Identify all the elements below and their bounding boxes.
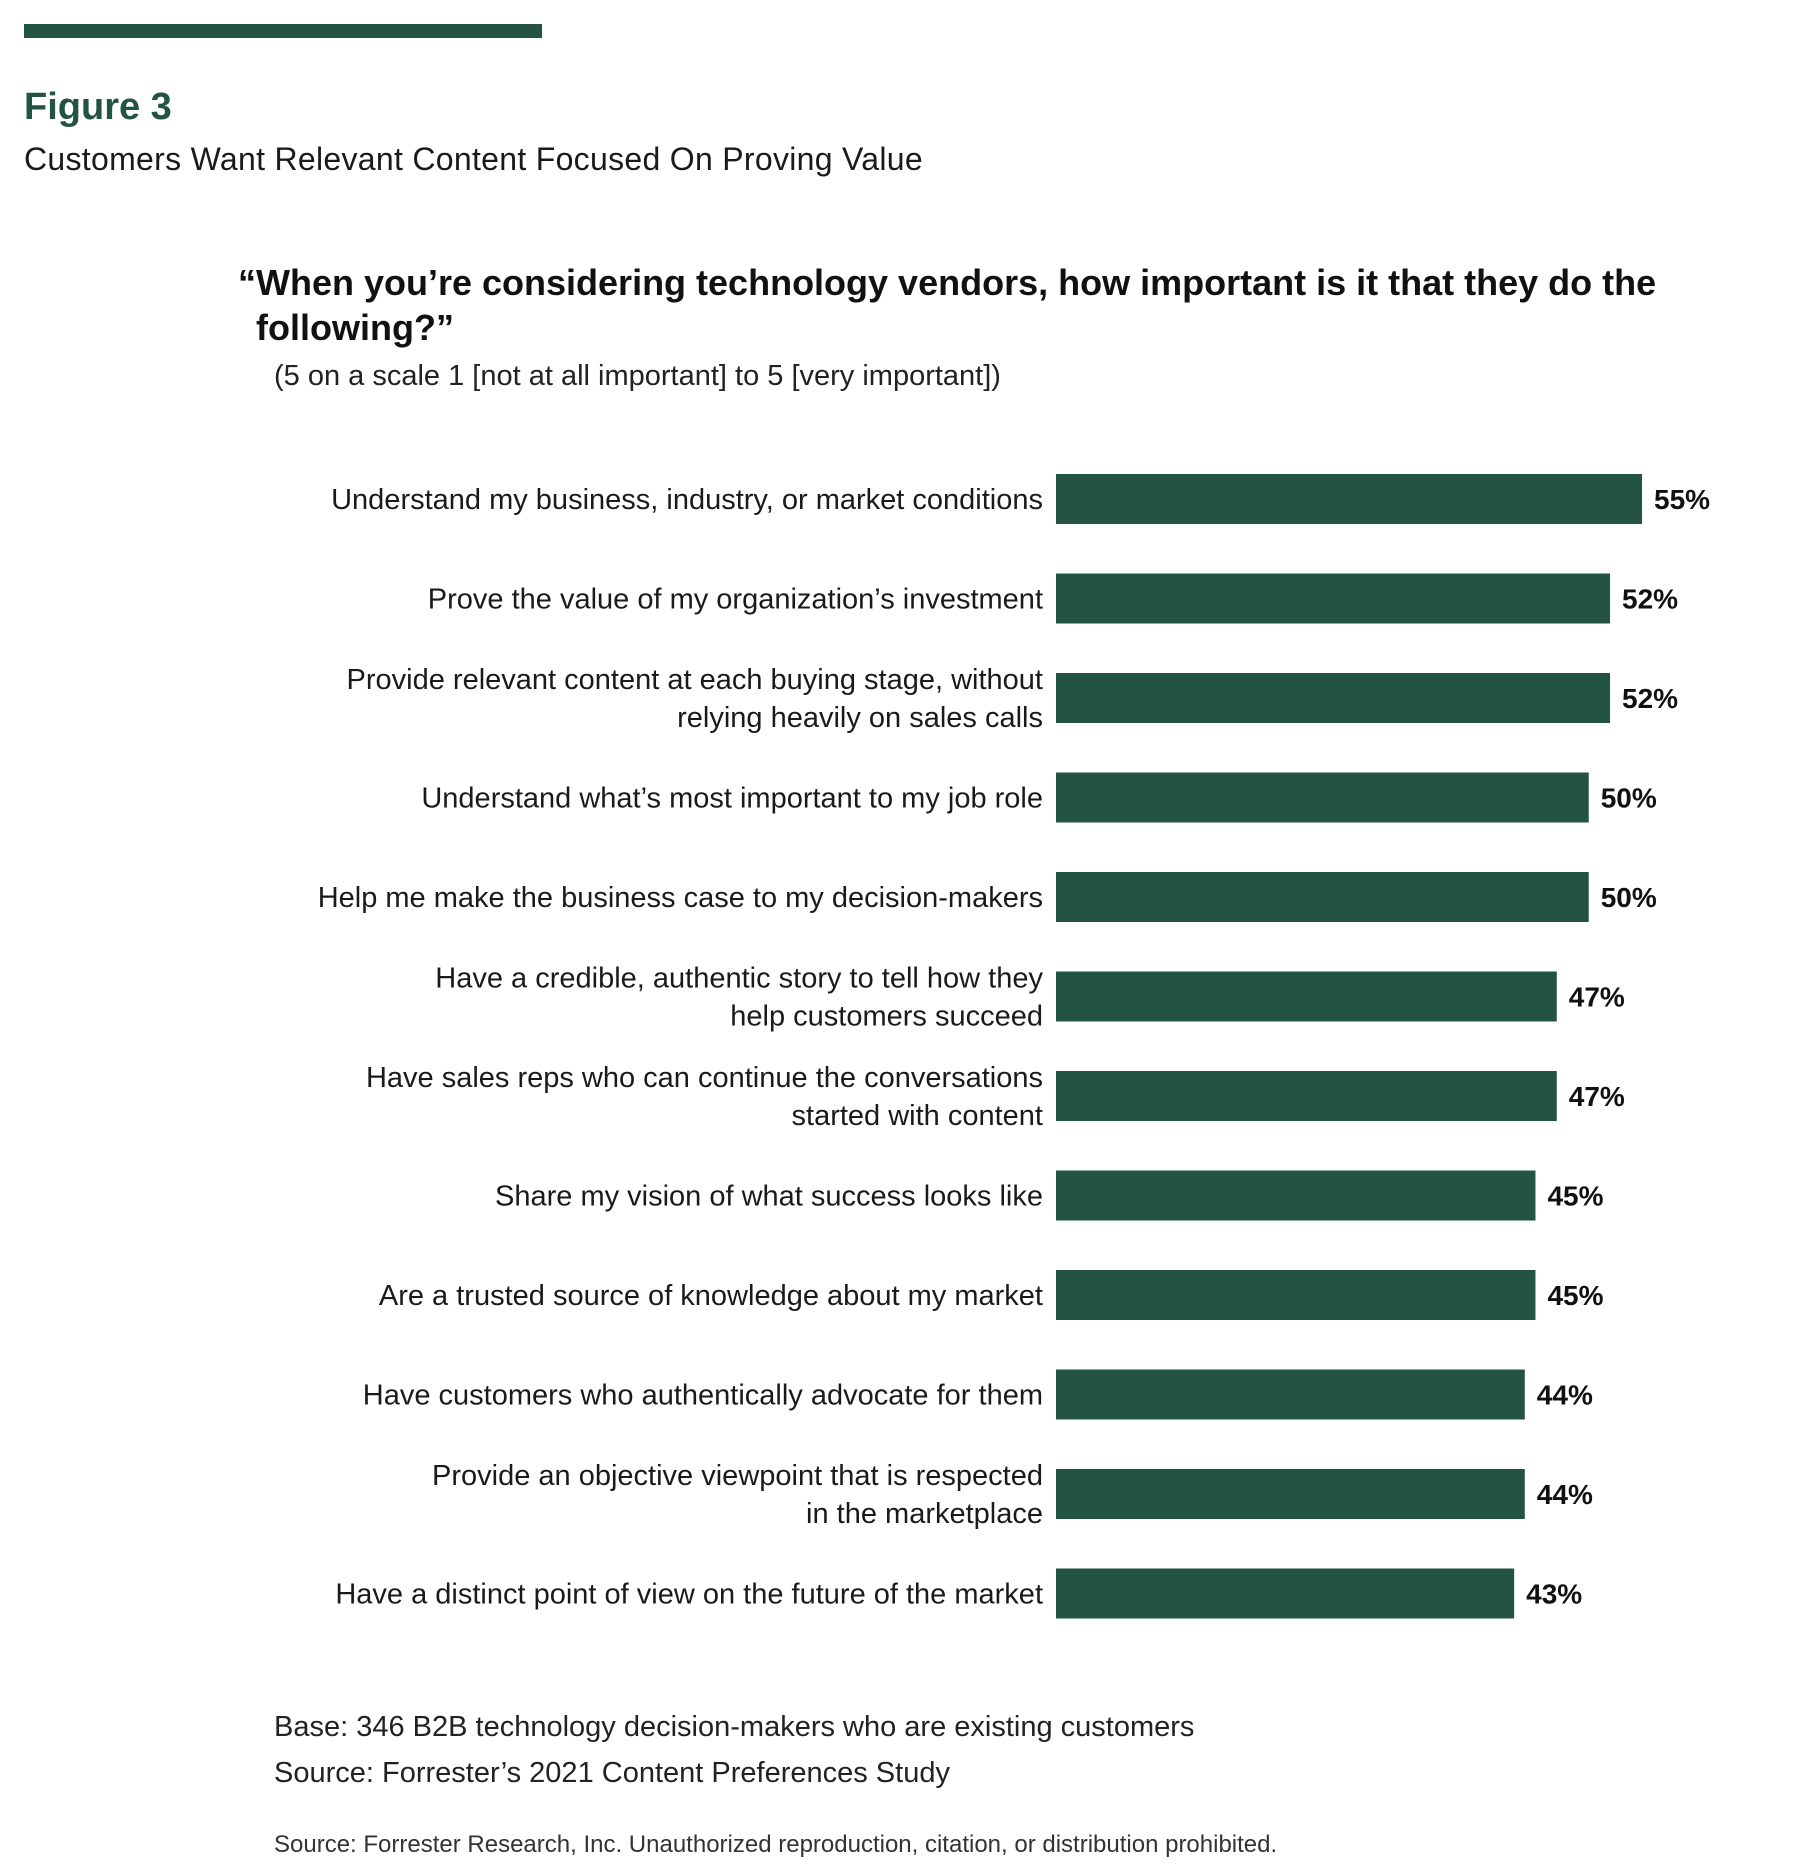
bar-11 — [1056, 1469, 1525, 1519]
chart-question-title: “When you’re considering technology vend… — [238, 262, 1657, 348]
bar-1 — [1056, 474, 1642, 524]
category-label-4: Understand what’s most important to my j… — [421, 783, 1043, 815]
category-label-11-line-1: Provide an objective viewpoint that is r… — [432, 1460, 1043, 1492]
value-label-2: 52% — [1622, 584, 1678, 615]
bar-4 — [1056, 772, 1589, 823]
value-label-8: 45% — [1547, 1181, 1603, 1212]
category-label-2: Prove the value of my organization’s inv… — [428, 584, 1043, 616]
bar-5 — [1056, 872, 1589, 922]
category-label-5: Help me make the business case to my dec… — [318, 882, 1043, 914]
category-label-3-line-2: relying heavily on sales calls — [677, 702, 1043, 734]
category-label-10: Have customers who authentically advocat… — [363, 1380, 1043, 1412]
category-label-7-line-2: started with content — [792, 1100, 1043, 1132]
category-label-12: Have a distinct point of view on the fut… — [335, 1579, 1043, 1611]
bar-10 — [1056, 1369, 1525, 1420]
bar-2 — [1056, 573, 1611, 624]
bar-6 — [1056, 971, 1557, 1022]
value-label-1: 55% — [1654, 484, 1710, 515]
value-label-6: 47% — [1569, 982, 1625, 1013]
value-label-4: 50% — [1601, 783, 1657, 814]
bar-12 — [1056, 1568, 1515, 1619]
top-accent-rule — [24, 24, 542, 38]
category-label-7-line-1: Have sales reps who can continue the con… — [366, 1062, 1043, 1094]
value-label-10: 44% — [1537, 1380, 1593, 1411]
value-label-11: 44% — [1537, 1479, 1593, 1510]
chart-rows: 55% Understand my business, industry, or … — [318, 474, 1710, 1619]
source-note: Source: Forrester’s 2021 Content Prefere… — [274, 1757, 950, 1789]
value-label-3: 52% — [1622, 683, 1678, 714]
category-label-6-line-2: help customers succeed — [730, 1001, 1043, 1033]
bar-8 — [1056, 1170, 1536, 1221]
value-label-9: 45% — [1547, 1280, 1603, 1311]
category-label-6-line-1: Have a credible, authentic story to tell… — [435, 963, 1043, 995]
category-label-3-line-1: Provide relevant content at each buying … — [347, 664, 1043, 696]
bar-7 — [1056, 1071, 1557, 1121]
scale-note: (5 on a scale 1 [not at all important] t… — [274, 360, 1001, 392]
value-label-5: 50% — [1601, 882, 1657, 913]
copyright-notice: Source: Forrester Research, Inc. Unautho… — [274, 1831, 1278, 1858]
figure-label: Figure 3 — [24, 86, 172, 128]
category-label-1: Understand my business, industry, or mar… — [331, 484, 1043, 516]
category-label-9: Are a trusted source of knowledge about … — [379, 1280, 1043, 1312]
bar-9 — [1056, 1270, 1536, 1320]
value-label-12: 43% — [1526, 1579, 1582, 1610]
value-label-7: 47% — [1569, 1081, 1625, 1112]
figure-title: Customers Want Relevant Content Focused … — [24, 141, 924, 177]
base-note: Base: 346 B2B technology decision-makers… — [274, 1711, 1195, 1743]
bar-3 — [1056, 673, 1611, 723]
category-label-11-line-2: in the marketplace — [806, 1498, 1043, 1530]
category-label-8: Share my vision of what success looks li… — [495, 1181, 1043, 1213]
